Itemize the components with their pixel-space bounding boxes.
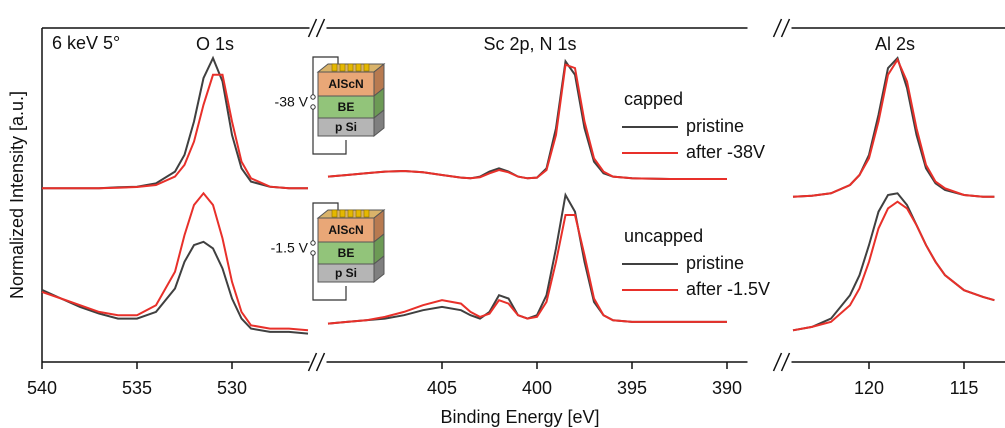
spectrum-line bbox=[41, 240, 309, 335]
legend-label: after -38V bbox=[686, 142, 765, 162]
layer-label: BE bbox=[338, 246, 355, 260]
x-tick-label: 535 bbox=[122, 378, 152, 398]
spectrum-line bbox=[792, 200, 995, 332]
legend-label: pristine bbox=[686, 116, 744, 136]
axis-break bbox=[315, 352, 326, 372]
x-tick-label: 540 bbox=[27, 378, 57, 398]
terminal bbox=[310, 250, 316, 256]
x-tick-label: 395 bbox=[617, 378, 647, 398]
axis-break bbox=[307, 352, 318, 372]
spectrum-line bbox=[327, 192, 727, 325]
electrode bbox=[363, 63, 370, 72]
legend-title: uncapped bbox=[624, 226, 703, 246]
axis-break bbox=[307, 18, 318, 38]
layer-label: AlScN bbox=[328, 223, 363, 237]
electrode bbox=[331, 63, 338, 72]
layer-side bbox=[373, 108, 385, 138]
spectrum-line bbox=[42, 55, 308, 190]
x-tick-label: 400 bbox=[522, 378, 552, 398]
circuit-wire bbox=[312, 56, 347, 155]
electrode bbox=[355, 209, 362, 218]
panel-label: Al 2s bbox=[875, 34, 915, 54]
spectrum-line bbox=[792, 192, 995, 332]
spectrum-line bbox=[41, 191, 309, 332]
spectrum-line bbox=[327, 214, 727, 325]
device-inset: AlScN BE p Si -38 V bbox=[275, 56, 386, 155]
axis-break bbox=[780, 352, 791, 372]
terminal bbox=[310, 240, 316, 246]
bias-voltage: -38 V bbox=[275, 94, 309, 110]
spectrum-line bbox=[42, 73, 308, 190]
panel-label: Sc 2p, N 1s bbox=[483, 34, 576, 54]
axis-break bbox=[780, 18, 791, 38]
bias-voltage: -1.5 V bbox=[271, 240, 309, 256]
electrode bbox=[363, 209, 370, 218]
terminal bbox=[310, 94, 316, 100]
terminal bbox=[310, 104, 316, 110]
electrode bbox=[339, 63, 346, 72]
electrode bbox=[355, 63, 362, 72]
x-tick-label: 530 bbox=[217, 378, 247, 398]
device-inset: AlScN BE p Si -1.5 V bbox=[271, 202, 386, 301]
layer-side bbox=[373, 254, 385, 284]
y-axis-label: Normalized Intensity [a.u.] bbox=[7, 91, 27, 299]
legend-title: capped bbox=[624, 89, 683, 109]
layer-label: p Si bbox=[335, 120, 357, 134]
electrode bbox=[331, 209, 338, 218]
panel-label: O 1s bbox=[196, 34, 234, 54]
x-tick-label: 405 bbox=[427, 378, 457, 398]
layer-label: BE bbox=[338, 100, 355, 114]
x-axis-label: Binding Energy [eV] bbox=[440, 407, 599, 427]
x-tick-label: 115 bbox=[950, 378, 979, 398]
layer-label: AlScN bbox=[328, 77, 363, 91]
axis-break bbox=[315, 18, 326, 38]
x-tick-label: 390 bbox=[712, 378, 742, 398]
measurement-note: 6 keV 5° bbox=[52, 33, 120, 53]
axis-break bbox=[772, 352, 783, 372]
electrode bbox=[347, 209, 354, 218]
legend-label: pristine bbox=[686, 253, 744, 273]
electrode bbox=[347, 63, 354, 72]
electrode bbox=[339, 209, 346, 218]
spectrum-line bbox=[792, 56, 995, 198]
x-tick-label: 120 bbox=[854, 378, 884, 398]
axis-break bbox=[772, 18, 783, 38]
layer bbox=[317, 217, 375, 243]
circuit-wire bbox=[312, 202, 347, 301]
legend-label: after -1.5V bbox=[686, 279, 770, 299]
layer-label: p Si bbox=[335, 266, 357, 280]
spectrum-line bbox=[327, 58, 727, 180]
spectrum-line bbox=[792, 57, 995, 198]
spectrum-line bbox=[327, 63, 727, 180]
